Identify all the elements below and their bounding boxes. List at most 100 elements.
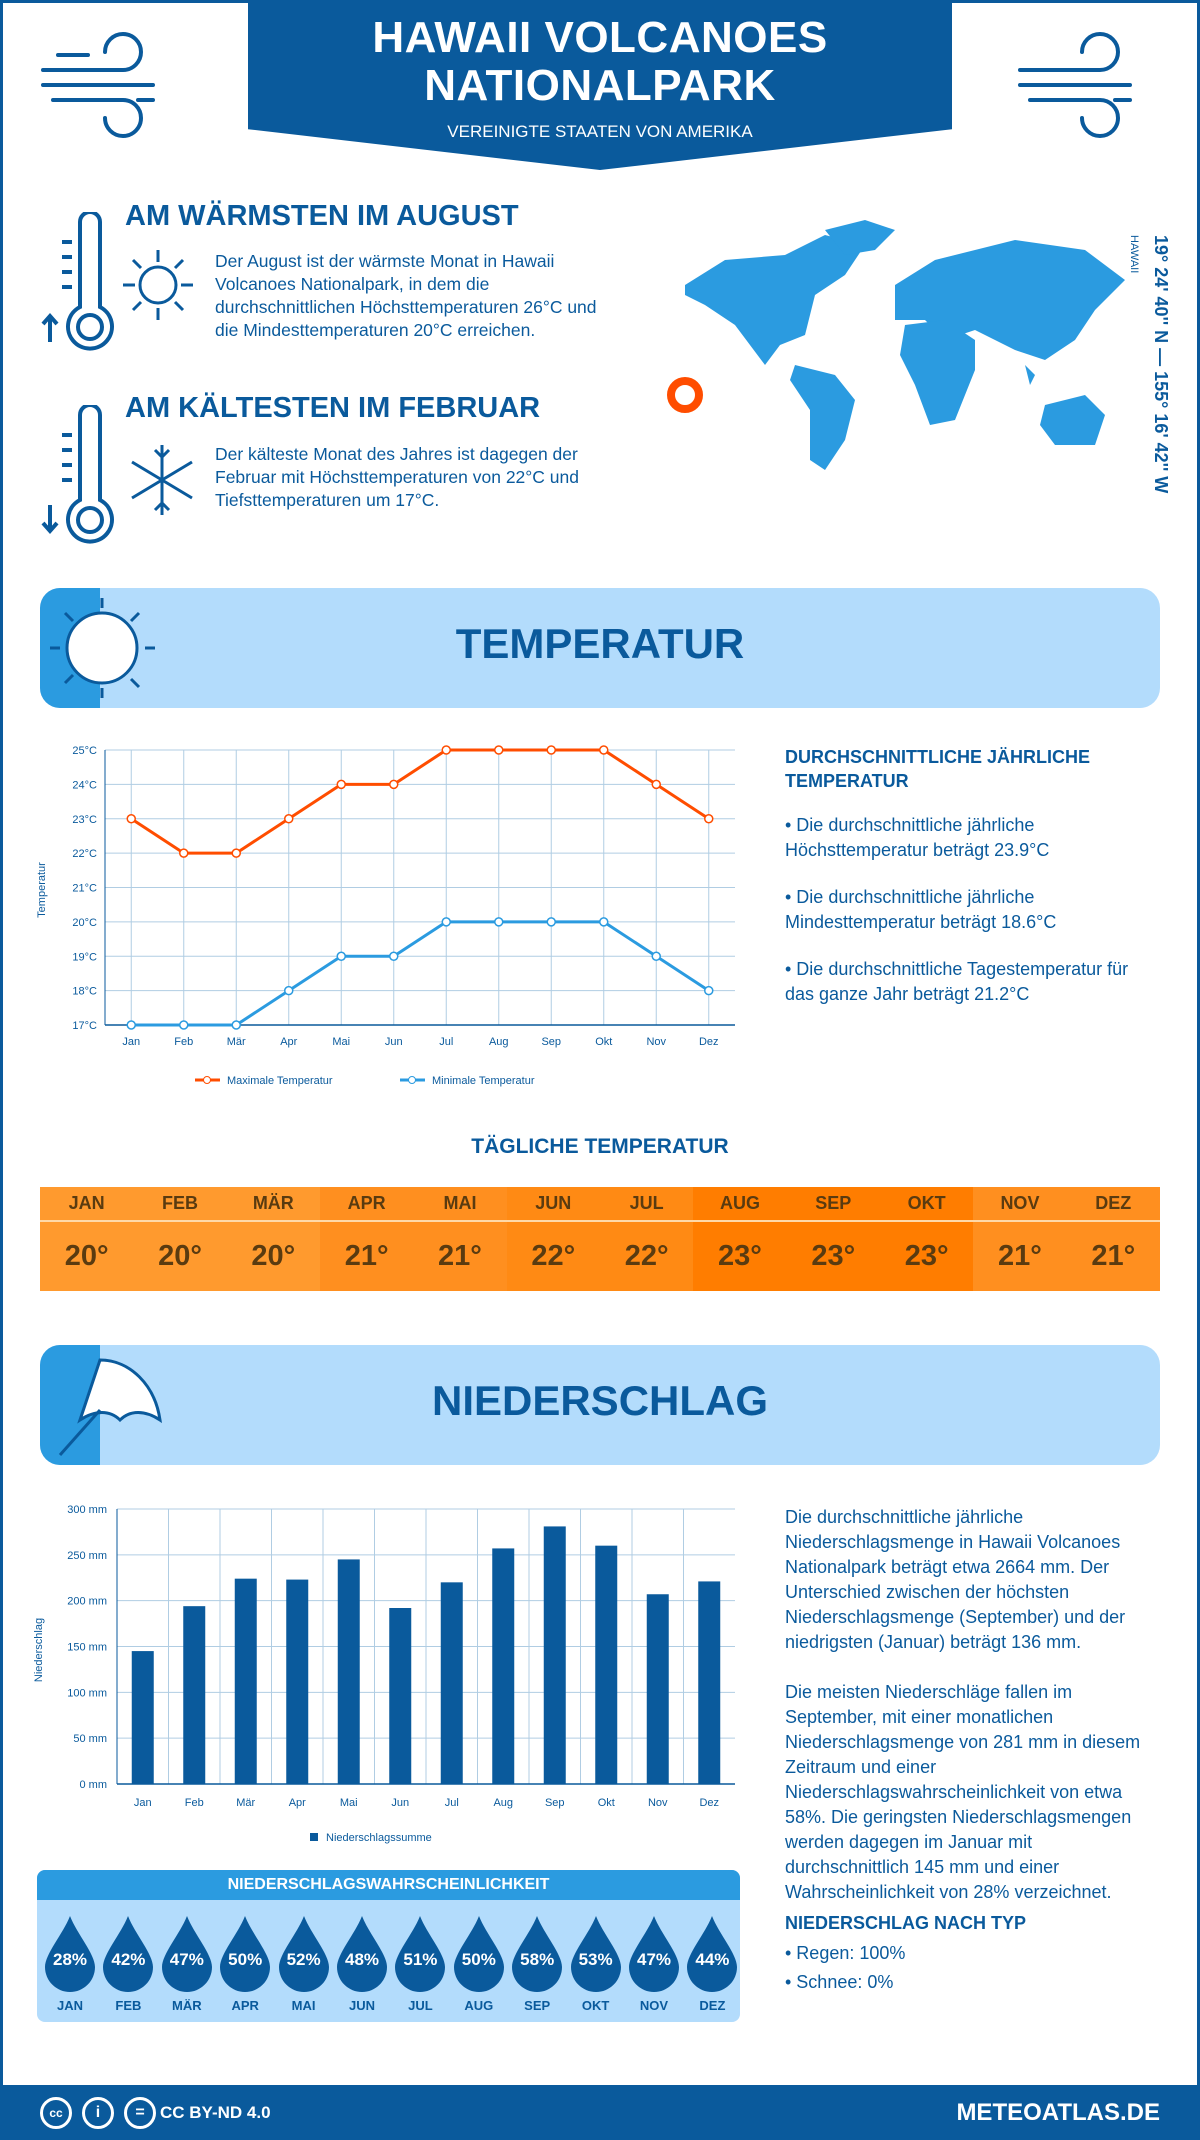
probability-value: 47%	[169, 1950, 204, 1969]
probability-value: 53%	[578, 1950, 613, 1969]
probability-drop: 42% FEB	[101, 1914, 155, 2013]
y-tick-label: 17°C	[72, 1020, 97, 1032]
region-label: HAWAII	[1128, 235, 1140, 274]
data-point	[284, 985, 294, 996]
coldest-text: Der kälteste Monat des Jahres ist dagege…	[215, 444, 579, 510]
subtitle: VEREINIGTE STAATEN VON AMERIKA	[447, 122, 753, 141]
y-tick-label: 300 mm	[67, 1504, 107, 1516]
daily-value: 20°	[40, 1220, 134, 1291]
y-tick-label: 20°C	[72, 917, 97, 929]
probability-drop: 52% MAI	[277, 1914, 331, 2013]
data-point	[494, 917, 504, 927]
coordinates: 19° 24' 40'' N — 155° 16' 42'' W	[1151, 235, 1171, 494]
data-point	[546, 917, 556, 927]
daily-value: 21°	[413, 1220, 507, 1291]
bar	[389, 1608, 412, 1784]
daily-value: 23°	[879, 1220, 974, 1291]
x-tick-label: Mär	[236, 1797, 255, 1809]
probability-value: 52%	[286, 1950, 321, 1969]
probability-drop: 51% JUL	[393, 1914, 447, 2013]
sun-icon	[123, 250, 193, 320]
y-tick-label: 18°C	[72, 986, 97, 998]
y-axis-label: Temperatur	[36, 862, 48, 918]
legend-marker	[203, 1076, 211, 1084]
y-tick-label: 21°C	[72, 883, 97, 895]
probability-month: OKT	[581, 1998, 610, 2013]
raindrop-icon	[337, 1916, 387, 1992]
probability-value: 47%	[636, 1950, 672, 1969]
temperature-title: TEMPERATUR	[455, 620, 745, 667]
raindrop-icon	[512, 1916, 563, 1992]
wind-icon	[41, 32, 155, 138]
no-derivatives-icon: =	[124, 2097, 156, 2129]
bar	[234, 1578, 257, 1784]
raindrop-icon	[453, 1916, 504, 1992]
data-point	[441, 745, 451, 755]
bar	[286, 1579, 309, 1784]
title-line1: HAWAII VOLCANOES	[372, 13, 828, 62]
daily-month: JUL	[599, 1187, 694, 1221]
probability-drop: 50% AUG	[452, 1914, 506, 2013]
legend-swatch	[310, 1833, 318, 1841]
x-tick-label: Jun	[385, 1036, 403, 1048]
snowflake-icon	[131, 445, 193, 515]
probability-drop: 53% OKT	[569, 1914, 623, 2013]
precip-type-snow: • Schnee: 0%	[785, 1972, 894, 1992]
data-point	[704, 814, 714, 824]
cc-icon: cc	[40, 2097, 72, 2129]
daily-value: 20°	[133, 1220, 227, 1291]
legend-label: Niederschlagssumme	[326, 1832, 432, 1844]
thermometer-up-icon	[41, 212, 114, 351]
temperature-banner: TEMPERATUR	[40, 588, 1160, 708]
temperature-chart: 17°C 18°C 19°C 20°C 21°C 22°C 23°C 24°C 25°C Jan F…	[36, 745, 735, 1087]
daily-month: JAN	[40, 1187, 134, 1221]
license-icons: cc i =	[40, 2097, 156, 2129]
precip-paragraph-1: Die durchschnittliche jährliche Niedersc…	[785, 1507, 1126, 1652]
precip-paragraph-2: Die meisten Niederschläge fallen im Sept…	[785, 1682, 1141, 1902]
location-marker-icon	[667, 377, 703, 413]
data-point	[441, 917, 451, 927]
precip-type-title: NIEDERSCHLAG NACH TYP	[785, 1913, 1027, 1933]
x-tick-label: Feb	[185, 1797, 204, 1809]
bar	[492, 1548, 515, 1784]
annual-temp-max: • Die durchschnittliche jährliche Höchst…	[785, 815, 1050, 860]
daily-month: SEP	[786, 1187, 880, 1221]
x-tick-label: Mär	[227, 1036, 246, 1048]
daily-value: 22°	[506, 1220, 600, 1291]
bar	[543, 1526, 566, 1784]
daily-month: APR	[319, 1187, 414, 1221]
probability-month: MÄR	[171, 1998, 202, 2013]
precip-type-rain: • Regen: 100%	[785, 1943, 906, 1963]
data-point	[231, 1020, 241, 1030]
attribution-icon: i	[82, 2097, 114, 2129]
x-tick-label: Jan	[122, 1036, 140, 1048]
title-banner: HAWAII VOLCANOES NATIONALPARK VEREINIGTE …	[248, 0, 952, 170]
bar	[337, 1559, 360, 1784]
daily-temp-title: TÄGLICHE TEMPERATUR	[471, 1135, 729, 1158]
x-tick-label: Mai	[340, 1797, 358, 1809]
bar	[646, 1594, 669, 1784]
umbrella-rain-icon	[58, 1358, 162, 1456]
daily-month: NOV	[973, 1187, 1067, 1221]
y-tick-label: 100 mm	[67, 1687, 107, 1699]
site-link[interactable]: METEOATLAS.DE	[956, 2099, 1160, 2126]
x-tick-label: Sep	[545, 1797, 565, 1809]
daily-month: FEB	[133, 1187, 227, 1221]
probability-drop: 48% JUN	[335, 1914, 389, 2013]
probability-value: 51%	[403, 1950, 438, 1969]
x-tick-label: Apr	[289, 1797, 306, 1809]
x-tick-label: Sep	[541, 1036, 561, 1048]
precipitation-banner: NIEDERSCHLAG	[40, 1345, 1160, 1465]
daily-value: 20°	[226, 1220, 320, 1291]
probability-month: JAN	[56, 1998, 83, 2013]
thermometer-down-icon	[41, 405, 114, 544]
data-point	[284, 814, 294, 824]
x-tick-label: Aug	[489, 1036, 509, 1048]
daily-month: OKT	[879, 1187, 974, 1221]
x-tick-label: Mai	[332, 1036, 350, 1048]
annual-temp-title: DURCHSCHNITTLICHE JÄHRLICHE TEMPERATUR	[785, 747, 1090, 791]
data-point	[389, 951, 399, 961]
raindrop-icon	[687, 1916, 738, 1992]
y-tick-label: 150 mm	[67, 1642, 107, 1654]
series-line-min	[131, 920, 710, 1027]
